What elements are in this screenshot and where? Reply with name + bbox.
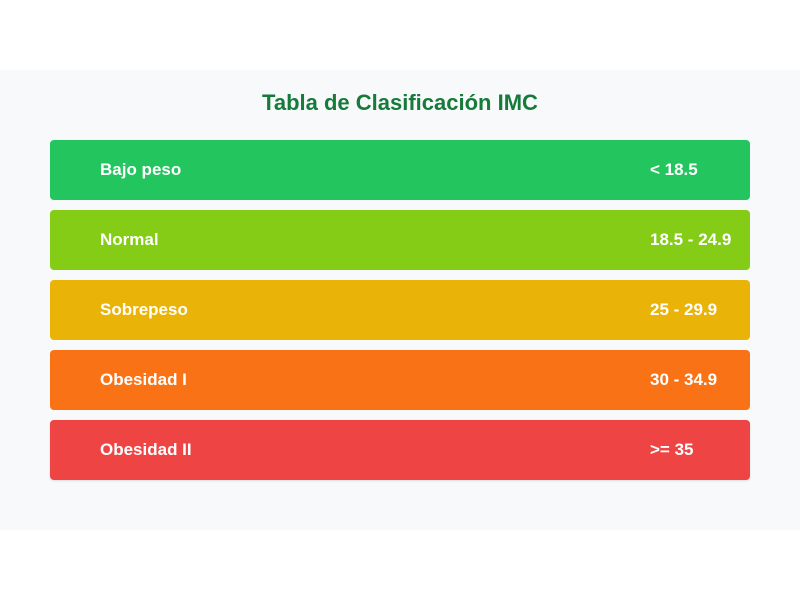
page-title: Tabla de Clasificación IMC — [262, 90, 538, 115]
category-label: Normal — [100, 230, 159, 249]
row-obesidad-i: Obesidad I 30 - 34.9 — [50, 350, 750, 410]
category-range: 25 - 29.9 — [650, 300, 718, 319]
category-range: < 18.5 — [650, 160, 698, 179]
category-range: >= 35 — [650, 440, 694, 459]
row-bajo-peso: Bajo peso < 18.5 — [50, 140, 750, 200]
category-range: 30 - 34.9 — [650, 370, 718, 389]
row-sobrepeso: Sobrepeso 25 - 29.9 — [50, 280, 750, 340]
row-obesidad-ii: Obesidad II >= 35 — [50, 420, 750, 480]
bmi-classification-panel: Tabla de Clasificación IMC Bajo peso < 1… — [0, 70, 800, 530]
row-normal: Normal 18.5 - 24.9 — [50, 210, 750, 270]
classification-table: Bajo peso < 18.5 Normal 18.5 - 24.9 Sobr… — [50, 140, 750, 490]
category-label: Sobrepeso — [100, 300, 188, 319]
category-label: Bajo peso — [100, 160, 182, 179]
category-label: Obesidad II — [100, 440, 192, 459]
category-range: 18.5 - 24.9 — [650, 230, 732, 249]
category-label: Obesidad I — [100, 370, 187, 389]
